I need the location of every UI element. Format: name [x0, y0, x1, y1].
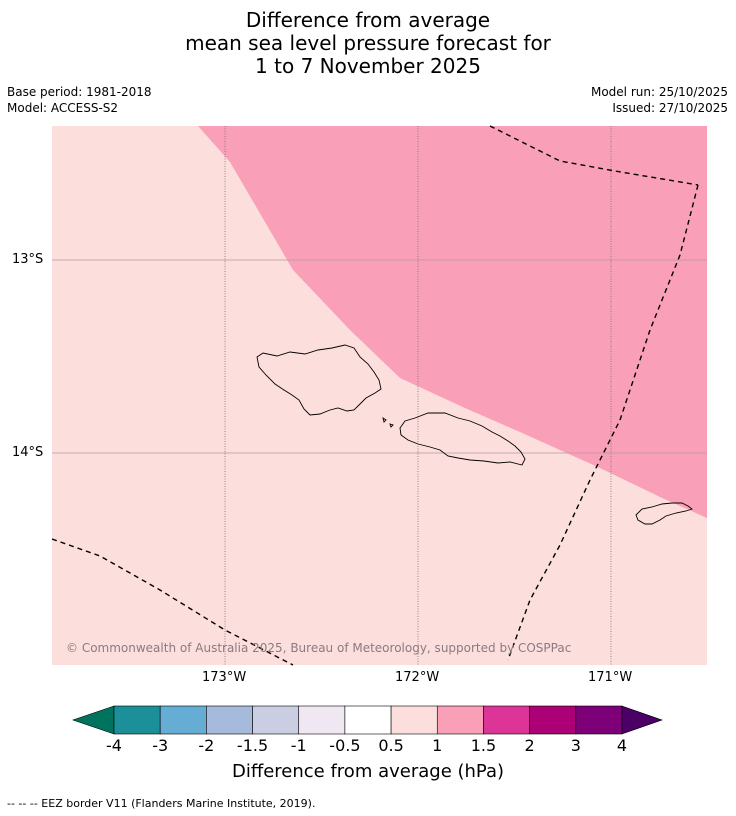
xtick-171W: 171°W	[588, 670, 633, 685]
colorbar-tick-label: -3	[152, 736, 169, 755]
colorbar-title: Difference from average (hPa)	[231, 761, 505, 782]
colorbar-segment	[575, 705, 623, 735]
colorbar-segment	[483, 705, 530, 735]
colorbar-tick-label: 4	[616, 736, 628, 755]
eez-border-east	[507, 184, 699, 661]
colorbar-tick-label: -4	[106, 736, 122, 755]
base-period: Base period: 1981-2018	[7, 85, 152, 99]
xtick-172W: 172°W	[395, 670, 440, 685]
colorbar-tick-label: 1	[432, 736, 443, 755]
island-upolu	[399, 412, 526, 466]
colorbar-tick-label: 2	[524, 736, 535, 755]
title-line-2: mean sea level pressure forecast for	[185, 31, 551, 55]
colorbar-under-triangle	[72, 705, 115, 735]
ytick-13S: 13°S	[12, 252, 44, 267]
colorbar-segment	[206, 705, 253, 735]
island-apolima	[389, 423, 394, 428]
colorbar-segment	[529, 705, 577, 735]
issued-date: Issued: 27/10/2025	[612, 101, 728, 115]
footer-legend: -- -- -- EEZ border V11 (Flanders Marine…	[7, 797, 316, 810]
title-line-3: 1 to 7 November 2025	[255, 54, 481, 78]
map-copyright: © Commonwealth of Australia 2025, Bureau…	[66, 641, 572, 655]
eez-borders	[51, 125, 699, 666]
xtick-173W: 173°W	[202, 670, 247, 685]
colorbar-segment	[436, 705, 484, 735]
colorbar	[72, 705, 663, 735]
eez-border-southwest	[51, 538, 294, 666]
colorbar-tick-label: -2	[198, 736, 215, 755]
ytick-14S: 14°S	[12, 445, 44, 460]
colorbar-tick-label: 0.5	[378, 736, 404, 755]
eez-border-north	[489, 125, 699, 186]
colorbar-segment	[113, 705, 161, 735]
colorbar-tick-label: -1	[290, 736, 307, 755]
colorbar-segment	[159, 705, 207, 735]
graticule	[52, 126, 707, 665]
island-tutuila	[635, 502, 693, 525]
meta-left: Base period: 1981-2018 Model: ACCESS-S2	[7, 84, 152, 116]
colorbar-tick-label: -1.5	[236, 736, 269, 755]
colorbar-segment	[252, 705, 300, 735]
pressure-anomaly-region-1-1.5	[198, 126, 707, 518]
model-name: Model: ACCESS-S2	[7, 101, 119, 115]
colorbar-tick-label: -0.5	[329, 736, 361, 755]
title-line-1: Difference from average	[245, 8, 491, 32]
colorbar-segment	[390, 705, 438, 735]
meta-right: Model run: 25/10/2025 Issued: 27/10/2025	[591, 84, 728, 116]
colorbar-over-triangle	[621, 705, 663, 735]
colorbar-tick-label: 1.5	[470, 736, 497, 755]
model-run: Model run: 25/10/2025	[590, 85, 728, 99]
colorbar-tick-label: 3	[570, 736, 581, 755]
island-manono	[382, 416, 387, 423]
colorbar-segment	[298, 705, 346, 735]
colorbar-segment	[344, 705, 392, 735]
island-savaii	[256, 344, 382, 416]
islands	[256, 344, 693, 525]
